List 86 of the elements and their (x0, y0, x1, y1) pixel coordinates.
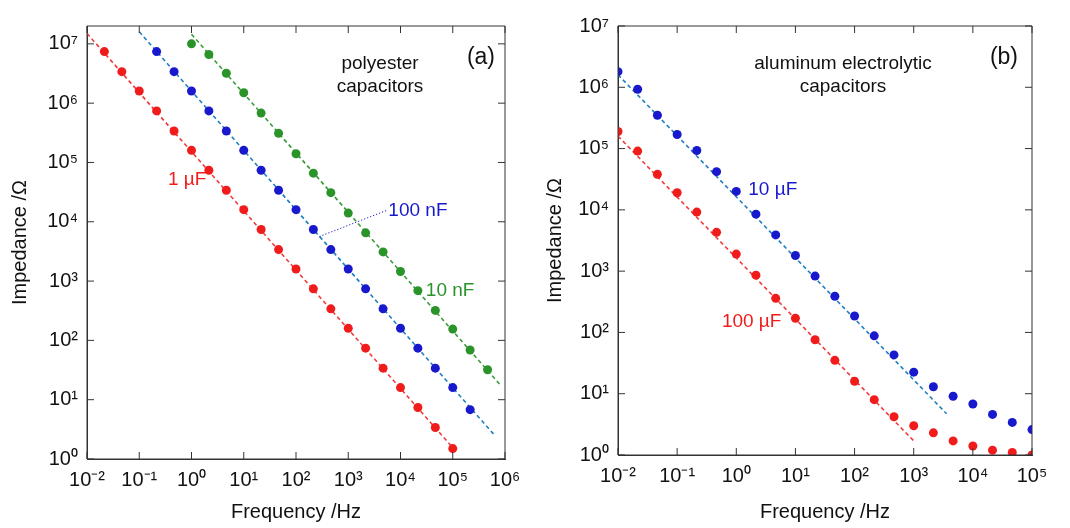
point (790, 251, 800, 260)
x-tick-label: 10⁴ (957, 463, 989, 486)
point (712, 167, 722, 177)
x-tick-label: 10¹ (229, 467, 259, 490)
x-tick-label: 10⁵ (1016, 463, 1048, 486)
point (909, 421, 919, 431)
point (771, 293, 781, 303)
annotation: (a) (466, 43, 495, 70)
y-tick-label: 10⁵ (47, 149, 78, 172)
point (830, 291, 840, 301)
y-tick-label: 10⁴ (578, 197, 609, 220)
text: 100 nF (388, 198, 448, 220)
point (652, 169, 662, 179)
y-tick-label: 10³ (580, 258, 610, 281)
y-tick-label: 10² (580, 319, 610, 342)
annotation: aluminum electrolytic capacitors (754, 52, 932, 97)
x-tick-label: 10⁰ (721, 463, 751, 486)
point (712, 227, 722, 237)
point (652, 110, 662, 120)
x-axis-title: Frequency /Hz (230, 499, 362, 522)
series-label: 10 nF (425, 278, 475, 300)
y-tick-label: 10⁷ (579, 13, 609, 36)
x-tick-label: 10⁻² (600, 463, 637, 486)
y-tick-label: 10⁰ (579, 442, 609, 465)
point (948, 436, 958, 446)
series-label: 10 µF (748, 177, 798, 199)
x-axis-title: Frequency /Hz (759, 499, 891, 522)
point (751, 270, 761, 280)
point (850, 311, 860, 321)
x-tick-label: 10³ (899, 463, 929, 486)
point (633, 146, 643, 156)
point (850, 376, 860, 386)
point (830, 355, 840, 365)
x-tick-label: 10⁰ (176, 467, 207, 490)
x-tick-label: 10⁻¹ (659, 463, 696, 486)
point (672, 188, 682, 198)
y-tick-label: 10⁶ (47, 90, 78, 113)
y-tick-label: 10² (49, 327, 79, 350)
x-tick-label: 10⁵ (437, 467, 469, 490)
point (692, 146, 702, 155)
y-tick-label: 10⁴ (47, 209, 78, 232)
point (692, 207, 702, 217)
point (790, 313, 800, 323)
y-tick-label: 10¹ (580, 381, 610, 404)
point (731, 249, 741, 259)
point (889, 350, 899, 360)
y-tick-label: 10⁵ (578, 136, 609, 159)
series-label: 1 µF (167, 168, 207, 190)
x-tick-label: 10¹ (780, 463, 811, 486)
series-label: 100 µF (721, 309, 782, 331)
point (869, 395, 879, 405)
x-tick-label: 10⁻¹ (121, 467, 158, 490)
point (869, 331, 879, 341)
point (988, 445, 998, 455)
y-axis-title: Impedance /Ω (7, 179, 30, 306)
point (810, 271, 820, 281)
point (771, 230, 781, 240)
point (928, 382, 938, 392)
y-tick-label: 10¹ (49, 387, 79, 410)
y-tick-label: 10⁶ (578, 74, 609, 97)
annotation: (b) (989, 43, 1018, 70)
point (1007, 447, 1017, 455)
point (810, 335, 820, 345)
x-tick-label: 10⁶ (489, 467, 521, 490)
x-tick-label: 10² (281, 467, 311, 490)
point (948, 391, 958, 401)
x-tick-label: 10⁻² (69, 467, 106, 490)
annotation: polyester capacitors (336, 52, 424, 97)
y-tick-label: 10⁷ (48, 31, 78, 54)
x-tick-label: 10² (840, 463, 870, 486)
y-tick-label: 10³ (49, 268, 79, 291)
point (968, 399, 978, 409)
point (633, 84, 643, 94)
point (751, 209, 761, 219)
x-tick-label: 10³ (333, 467, 364, 490)
y-axis-title: Impedance /Ω (542, 177, 565, 304)
point (1007, 417, 1017, 427)
point (968, 441, 978, 451)
x-tick-label: 10⁴ (385, 467, 416, 490)
point (988, 409, 998, 419)
point (889, 412, 899, 422)
point (672, 129, 682, 139)
y-tick-label: 10⁰ (48, 446, 78, 469)
point (909, 367, 919, 377)
point (731, 186, 741, 196)
point (928, 428, 938, 438)
